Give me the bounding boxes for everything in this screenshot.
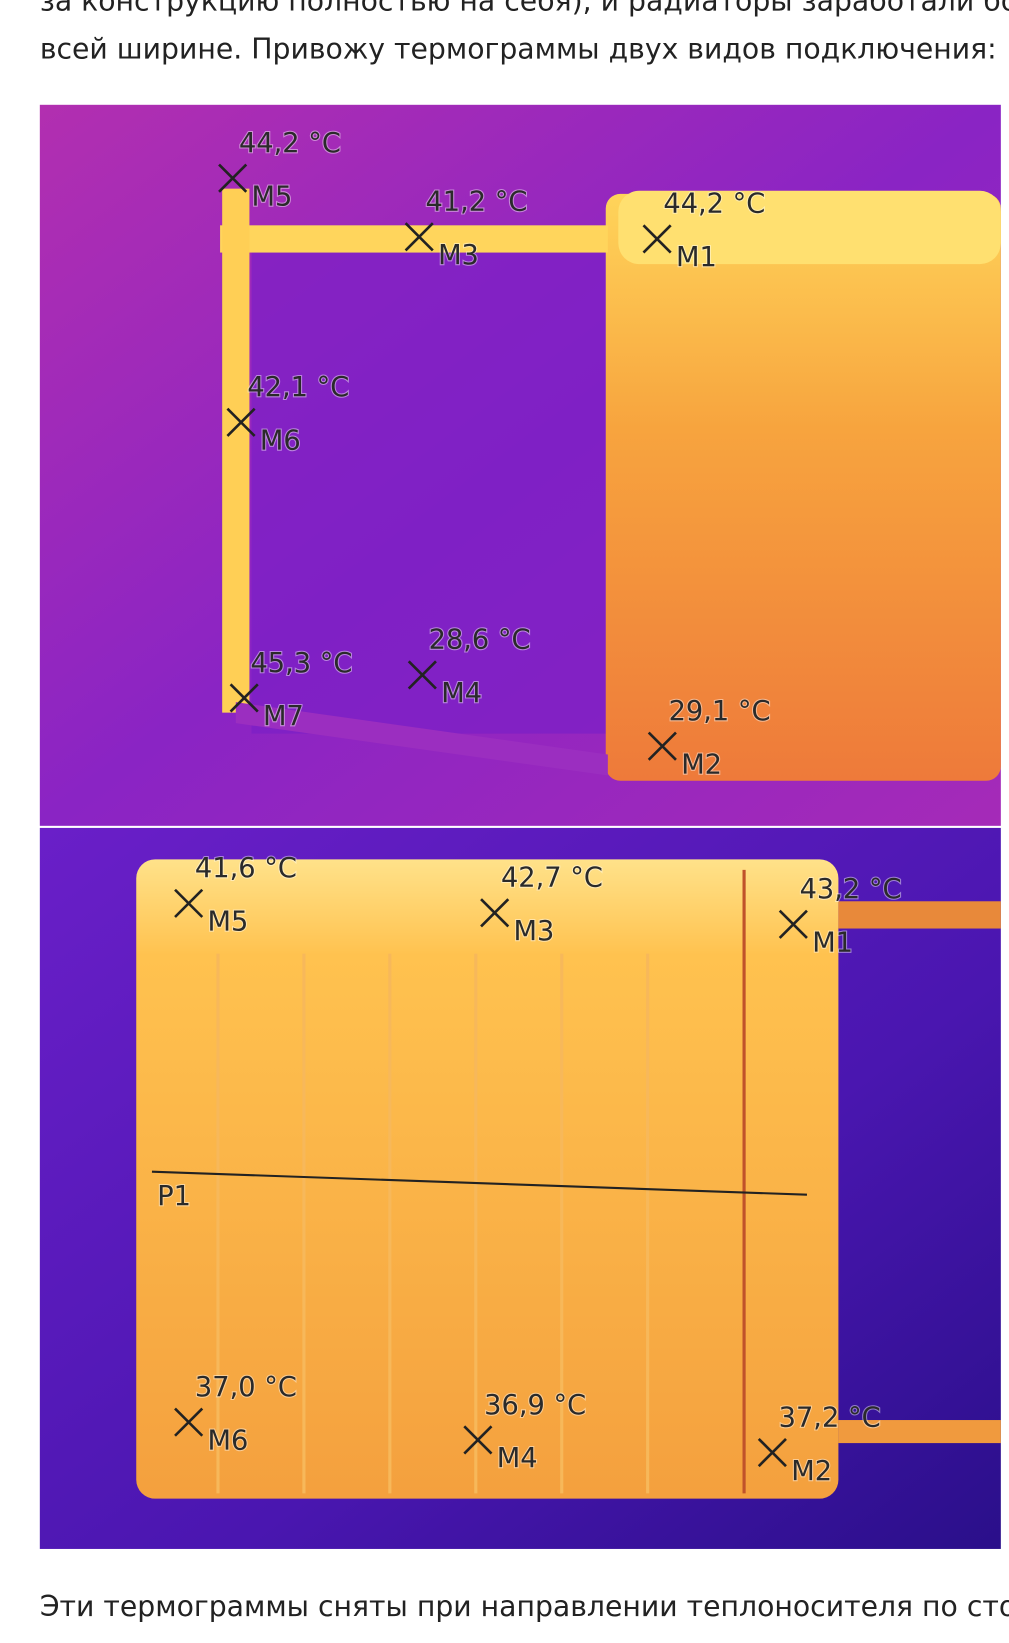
temperature-label: 41,6 °C <box>195 853 297 884</box>
marker-label: M4 <box>497 1443 538 1474</box>
profile-line <box>151 1170 807 1196</box>
paragraph-line: за конструкцию полностью на себя), и рад… <box>40 0 1009 17</box>
marker-label: M7 <box>263 701 304 732</box>
thermogram-1 <box>39 104 1001 826</box>
marker-label: M6 <box>208 1425 249 1456</box>
marker-label: M3 <box>514 916 555 947</box>
marker-label: M5 <box>252 181 293 212</box>
pipe <box>838 901 1001 929</box>
thermogram-2 <box>39 827 1001 1549</box>
temperature-label: 29,1 °C <box>669 696 771 727</box>
temperature-label: 45,3 °C <box>250 648 352 679</box>
pipe-cold <box>235 702 608 776</box>
marker-cross <box>407 660 437 690</box>
pipe <box>222 188 250 713</box>
temperature-label: 44,2 °C <box>239 128 341 159</box>
marker-cross <box>174 1407 204 1437</box>
radiator-sections <box>216 869 746 1494</box>
marker-cross <box>778 909 808 939</box>
content: за конструкцию полностью на себя), и рад… <box>10 0 1009 1643</box>
marker-label: M5 <box>208 907 249 938</box>
marker-label: M3 <box>438 240 479 271</box>
radiator <box>605 193 1001 781</box>
marker-cross <box>218 163 248 193</box>
temperature-label: 44,2 °C <box>663 189 765 220</box>
marker-cross <box>174 888 204 918</box>
pipe <box>838 1420 1001 1444</box>
marker-label: M1 <box>812 928 853 959</box>
marker-cross <box>463 1425 493 1455</box>
temperature-label: 42,1 °C <box>247 372 349 403</box>
marker-cross <box>647 731 677 761</box>
wall-shadow <box>251 251 608 734</box>
radiator-top <box>618 190 1001 265</box>
temperature-label: 28,6 °C <box>429 625 531 656</box>
temperature-label: 37,0 °C <box>195 1372 297 1403</box>
temperature-label: 36,9 °C <box>484 1390 586 1421</box>
marker-cross <box>757 1437 787 1468</box>
temperature-label: 42,7 °C <box>501 863 603 894</box>
radiator <box>136 859 839 1499</box>
marker-label: M4 <box>441 678 482 709</box>
marker-cross <box>642 224 672 254</box>
marker-cross <box>226 407 256 437</box>
marker-cross <box>404 222 434 252</box>
temperature-label: 37,2 °C <box>779 1402 881 1433</box>
profile-label: P1 <box>157 1181 191 1212</box>
pipe <box>220 225 608 253</box>
marker-label: M2 <box>681 749 722 780</box>
marker-cross <box>480 898 510 928</box>
marker-label: M2 <box>791 1456 832 1487</box>
paragraph-line: всей ширине. Привожу термограммы двух ви… <box>40 33 997 66</box>
marker-label: M6 <box>260 426 301 457</box>
marker-cross <box>229 683 259 713</box>
marker-label: M1 <box>676 242 717 273</box>
temperature-label: 43,2 °C <box>800 874 902 905</box>
paragraph-line: Эти термограммы сняты при направлении те… <box>40 1590 1009 1623</box>
temperature-label: 41,2 °C <box>425 187 527 218</box>
